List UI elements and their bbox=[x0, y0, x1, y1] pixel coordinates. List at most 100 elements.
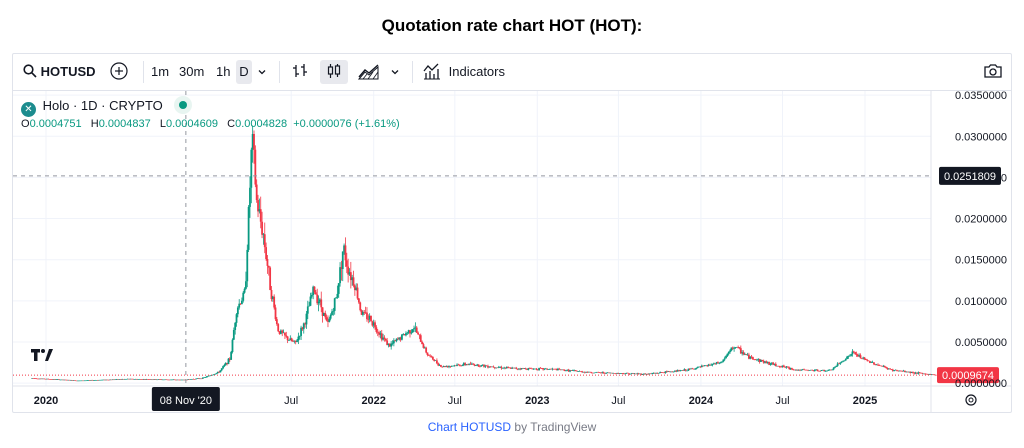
candle-body bbox=[535, 368, 538, 370]
candle-body bbox=[600, 372, 602, 374]
candle-body bbox=[266, 258, 269, 266]
candle-body bbox=[177, 379, 180, 381]
candle-body bbox=[199, 378, 202, 380]
candle-body bbox=[635, 373, 637, 375]
market-status-dot[interactable] bbox=[174, 96, 193, 114]
candle-body bbox=[274, 307, 277, 320]
chart-type-dropdown[interactable] bbox=[390, 60, 400, 84]
candle-body bbox=[187, 379, 190, 380]
candle-body bbox=[686, 370, 688, 372]
interval-1m[interactable]: 1m bbox=[151, 64, 170, 79]
candle-body bbox=[839, 362, 842, 364]
candles-style-button[interactable] bbox=[320, 60, 348, 84]
snapshot-button[interactable] bbox=[983, 60, 1003, 84]
candle-body bbox=[76, 380, 79, 382]
candle-body bbox=[302, 323, 305, 330]
candle-body bbox=[847, 355, 850, 357]
candle-body bbox=[484, 365, 487, 367]
candle-body bbox=[883, 366, 886, 368]
interval-dropdown[interactable] bbox=[257, 60, 267, 84]
candle-body bbox=[450, 365, 453, 367]
area-style-button[interactable] bbox=[357, 60, 380, 84]
candle-body bbox=[362, 312, 364, 315]
candle-body bbox=[324, 312, 327, 318]
candle-body bbox=[625, 372, 628, 374]
candle-body bbox=[83, 380, 86, 382]
candle-body bbox=[827, 370, 830, 371]
candle-body bbox=[465, 364, 468, 366]
candle-body bbox=[906, 371, 909, 373]
candle-body bbox=[353, 285, 356, 291]
compare-button[interactable] bbox=[110, 60, 128, 84]
candle-body bbox=[606, 372, 609, 374]
indicators-button[interactable]: Indicators bbox=[423, 60, 505, 84]
candle-body bbox=[531, 368, 534, 370]
y-tick-label: 0.0150000 bbox=[955, 255, 1007, 267]
candle-body bbox=[167, 379, 169, 381]
candle-body bbox=[565, 370, 567, 372]
candle-body bbox=[452, 365, 454, 367]
candle-body bbox=[504, 367, 507, 369]
candle-body bbox=[240, 300, 243, 305]
candle-body bbox=[743, 354, 746, 355]
candle-body bbox=[364, 312, 367, 313]
candle-body bbox=[710, 364, 713, 366]
interval-30m[interactable]: 30m bbox=[179, 64, 205, 79]
candle-body bbox=[539, 367, 542, 369]
candle-body bbox=[665, 371, 668, 372]
candle-body bbox=[270, 290, 273, 300]
candle-body bbox=[840, 361, 843, 363]
candle-body bbox=[867, 360, 870, 362]
candle-body bbox=[848, 355, 851, 357]
symbol-label: HOTUSD bbox=[40, 64, 96, 79]
candle-body bbox=[934, 374, 937, 376]
price-chart[interactable]: 0.00096740.03500000.03000000.02500000.02… bbox=[13, 91, 1011, 412]
candle-body bbox=[126, 378, 129, 380]
candle-body bbox=[356, 287, 359, 299]
candle-body bbox=[145, 379, 148, 380]
candle-body bbox=[617, 373, 620, 374]
candle-body bbox=[704, 365, 707, 367]
candle-body bbox=[718, 363, 721, 364]
y-tick-label: 0.0050000 bbox=[955, 337, 1007, 349]
candle-body bbox=[48, 379, 51, 380]
candle-body bbox=[912, 372, 914, 373]
candle-body bbox=[454, 365, 457, 367]
candle-body bbox=[587, 371, 590, 373]
candle-body bbox=[543, 368, 546, 370]
candle-body bbox=[117, 379, 120, 380]
candle-body bbox=[192, 379, 195, 380]
candle-body bbox=[411, 329, 414, 333]
candle-body bbox=[176, 379, 179, 381]
candle-body bbox=[647, 373, 649, 375]
candle-body bbox=[310, 295, 313, 297]
candle-body bbox=[809, 369, 812, 371]
bar-style-button[interactable] bbox=[291, 60, 309, 84]
candle-body bbox=[462, 363, 465, 365]
candle-body bbox=[466, 364, 469, 366]
candle-body bbox=[382, 337, 385, 340]
camera-icon bbox=[984, 64, 1002, 78]
candle-body bbox=[160, 379, 163, 380]
candle-body bbox=[508, 367, 511, 369]
interval-1h[interactable]: 1h bbox=[216, 64, 231, 79]
candle-body bbox=[644, 373, 647, 375]
candle-body bbox=[191, 379, 194, 380]
candle-body bbox=[497, 367, 500, 368]
chart-toolbar: HOTUSD 1m 30m 1h D Indicators bbox=[13, 54, 1011, 91]
interval-d[interactable]: D bbox=[236, 60, 252, 84]
candle-body bbox=[137, 379, 140, 380]
candle-body bbox=[702, 365, 705, 367]
candle-body bbox=[306, 306, 309, 314]
chart-link[interactable]: Chart HOTUSD bbox=[427, 420, 512, 434]
candle-body bbox=[449, 366, 452, 367]
candle-body bbox=[909, 371, 912, 373]
toolbar-divider bbox=[143, 61, 144, 83]
candle-body bbox=[75, 380, 78, 382]
symbol-search-button[interactable]: HOTUSD bbox=[23, 60, 96, 84]
candle-body bbox=[142, 379, 145, 380]
candle-body bbox=[406, 332, 409, 334]
candle-body bbox=[680, 370, 683, 371]
candle-body bbox=[394, 340, 397, 342]
candle-body bbox=[442, 366, 445, 367]
